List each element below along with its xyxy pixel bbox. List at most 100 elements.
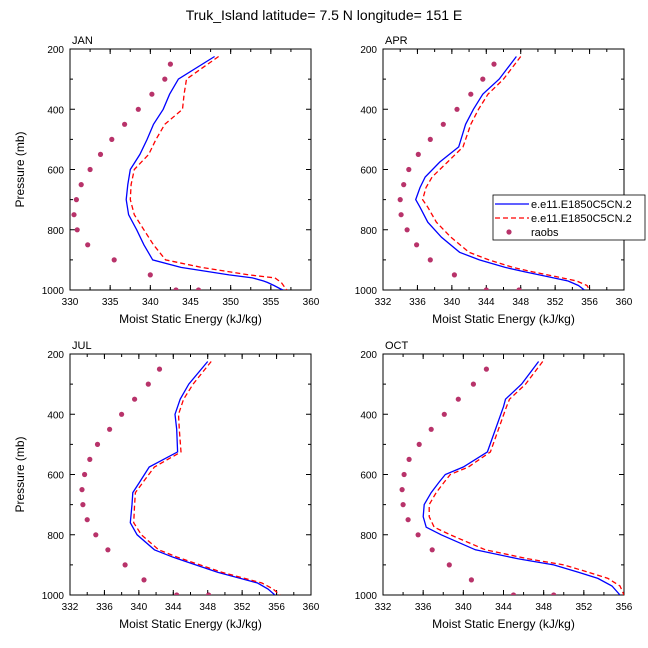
y-axis-label: Pressure (mb) <box>13 436 27 512</box>
panel-jan: JAN 330 335 340 345 350 355 360 200 400 600 800 1000… <box>13 35 320 326</box>
plot-frame <box>69 353 312 596</box>
x-axis-label: Moist Static Energy (kJ/kg) <box>119 617 262 631</box>
raobs-point <box>87 456 93 462</box>
raobs-point <box>107 426 113 432</box>
x-tick-label: 340 <box>131 602 148 613</box>
y-tick-label: 1000 <box>42 286 65 297</box>
y-tick-label: 400 <box>47 410 64 421</box>
y-tick-label: 1000 <box>355 286 378 297</box>
figure-title: Truk_Island latitude= 7.5 N longitude= 1… <box>185 7 463 23</box>
raobs-point <box>111 257 117 263</box>
raobs-point <box>156 366 163 372</box>
x-tick-label: 352 <box>547 297 564 308</box>
raobs-point <box>132 396 138 402</box>
x-tick-label: 344 <box>165 602 182 613</box>
raobs-point <box>427 136 433 142</box>
raobs-point <box>397 197 403 203</box>
y-tick-label: 800 <box>47 226 64 237</box>
raobs-point <box>416 441 422 447</box>
series-group <box>397 56 591 290</box>
raobs-point <box>109 136 115 142</box>
raobs-point <box>399 487 405 493</box>
blue-line <box>414 56 585 290</box>
y-tick-label: 800 <box>360 226 377 237</box>
raobs-point <box>85 242 91 248</box>
raobs-point <box>135 106 141 112</box>
red-dashed-line <box>129 55 288 290</box>
raobs-point <box>455 396 461 402</box>
x-tick-label: 348 <box>199 602 216 613</box>
blue-line <box>125 55 284 290</box>
plot-frame <box>382 48 625 291</box>
y-tick-label: 400 <box>360 105 377 116</box>
raobs-point <box>195 287 202 290</box>
x-tick-label: 335 <box>102 297 119 308</box>
raobs-point <box>145 381 151 387</box>
legend-label: e.e11.E1850C5CN.2 <box>531 199 632 211</box>
raobs-point <box>73 197 79 203</box>
raobs-point <box>551 592 557 595</box>
y-tick-label: 600 <box>360 166 377 177</box>
panel-apr: APR 332 336 340 344 348 352 356 360 200 400 600 800 1… <box>355 35 633 326</box>
y-tick-label: 800 <box>360 531 377 542</box>
blue-line <box>129 361 276 595</box>
raobs-point <box>167 61 173 67</box>
x-axis-label: Moist Static Energy (kJ/kg) <box>432 312 575 326</box>
plot-frame <box>382 353 625 596</box>
raobs-point <box>174 592 180 595</box>
raobs-point <box>94 441 101 447</box>
raobs-point <box>84 517 90 523</box>
x-axis-label: Moist Static Energy (kJ/kg) <box>432 617 575 631</box>
panel-label: JUL <box>72 340 92 352</box>
x-tick-label: 356 <box>616 602 633 613</box>
legend-swatch-raobs <box>506 229 512 235</box>
panel-label: OCT <box>385 340 409 352</box>
raobs-point <box>491 61 497 67</box>
red-dashed-line <box>133 361 281 595</box>
y-tick-label: 600 <box>360 471 377 482</box>
raobs-point <box>87 166 93 173</box>
raobs-point <box>468 91 474 97</box>
raobs-point <box>401 182 407 188</box>
x-tick-label: 332 <box>62 602 79 613</box>
raobs-point <box>406 166 412 173</box>
y-tick-label: 200 <box>47 45 64 56</box>
x-tick-label: 350 <box>222 297 239 308</box>
x-tick-label: 360 <box>303 297 320 308</box>
raobs-point <box>78 182 84 188</box>
raobs-point <box>149 91 155 97</box>
y-tick-label: 1000 <box>42 591 65 602</box>
panel-label: APR <box>385 35 408 47</box>
raobs-point <box>480 76 486 82</box>
legend: e.e11.E1850C5CN.2 e.e11.E1850C5CN.2 raobs <box>492 194 646 241</box>
y-tick-label: 400 <box>360 410 377 421</box>
x-tick-label: 332 <box>375 602 392 613</box>
x-tick-label: 360 <box>616 297 633 308</box>
raobs-point <box>80 502 86 508</box>
x-tick-label: 348 <box>512 297 529 308</box>
red-dashed-line <box>428 361 624 595</box>
plot-frame <box>69 48 312 291</box>
raobs-point <box>446 562 452 568</box>
raobs-point <box>414 242 420 248</box>
raobs-point <box>516 287 522 290</box>
x-tick-label: 348 <box>535 602 552 613</box>
raobs-point <box>441 411 447 417</box>
x-tick-label: 355 <box>262 297 279 308</box>
x-tick-label: 330 <box>62 297 79 308</box>
raobs-point <box>119 411 125 417</box>
raobs-point <box>398 212 404 218</box>
raobs-point <box>468 577 474 583</box>
raobs-point <box>400 502 406 508</box>
x-tick-label: 336 <box>415 602 432 613</box>
raobs-point <box>483 287 489 290</box>
raobs-point <box>82 471 88 478</box>
y-tick-label: 600 <box>47 471 64 482</box>
raobs-point <box>71 212 77 218</box>
raobs-point <box>162 76 168 82</box>
x-tick-label: 340 <box>142 297 159 308</box>
blue-line <box>422 361 621 595</box>
raobs-point <box>79 487 85 493</box>
raobs-point <box>415 532 421 538</box>
raobs-point <box>122 562 128 568</box>
